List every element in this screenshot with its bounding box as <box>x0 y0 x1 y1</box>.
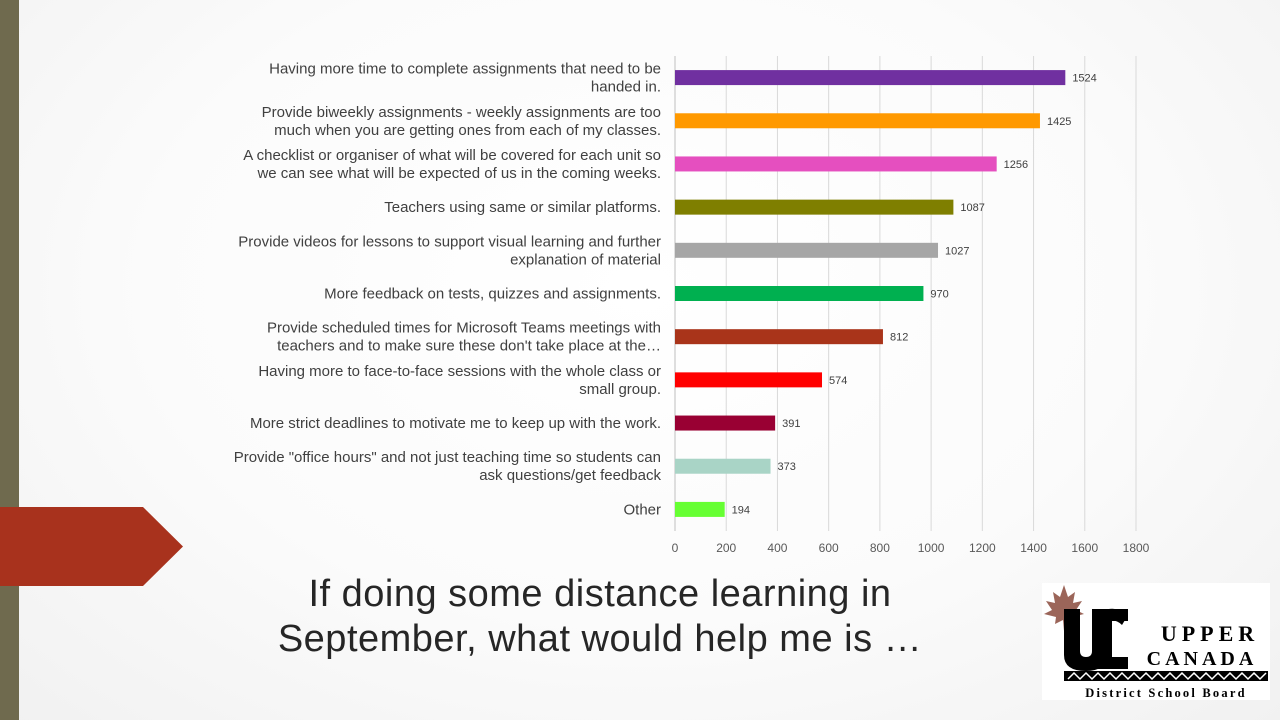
data-label: 574 <box>829 375 847 387</box>
x-tick-label: 400 <box>767 541 787 555</box>
x-tick-label: 600 <box>819 541 839 555</box>
bar <box>675 458 771 474</box>
district-logo: UPPER CANADA District School Board <box>1042 583 1270 700</box>
slide-title-line-1: If doing some distance learning in <box>308 573 892 615</box>
logo-text-upper: UPPER <box>1161 621 1259 646</box>
category-label: Having more time to complete assignments… <box>269 61 661 96</box>
slide-title-line-2: September, what would help me is … <box>277 618 923 660</box>
bar <box>675 199 954 215</box>
logo-pattern-band <box>1064 671 1268 681</box>
x-tick-label: 1000 <box>918 541 945 555</box>
bars <box>675 70 1066 517</box>
category-label: Teachers using same or similar platforms… <box>384 199 661 216</box>
category-labels: Having more time to complete assignments… <box>234 61 662 519</box>
logo-text-canada: CANADA <box>1147 648 1258 670</box>
data-label: 373 <box>778 461 796 473</box>
data-label: 1524 <box>1072 73 1096 85</box>
category-label: Provide scheduled times for Microsoft Te… <box>267 320 661 355</box>
x-tick-label: 1800 <box>1123 541 1150 555</box>
category-label: Having more to face-to-face sessions wit… <box>258 363 661 398</box>
uc-monogram-icon <box>1064 608 1128 671</box>
bar <box>675 286 924 301</box>
bar <box>675 415 776 431</box>
x-tick-label: 0 <box>672 541 679 555</box>
x-tick-label: 200 <box>716 541 736 555</box>
bar <box>675 372 823 388</box>
data-label: 391 <box>782 418 800 430</box>
bar <box>675 242 939 258</box>
bar-chart: Having more time to complete assignments… <box>234 56 1150 555</box>
value-labels: 1524 1425 1256 1087 1027 970 812 574 391 373 194 <box>732 73 1097 517</box>
chevron-arrow-decoration <box>0 507 183 586</box>
slide-title: If doing some distance learning in Septe… <box>240 572 960 662</box>
category-label: More strict deadlines to motivate me to … <box>250 415 661 432</box>
x-tick-label: 1400 <box>1020 541 1047 555</box>
category-label: A checklist or organiser of what will be… <box>243 147 661 182</box>
bar <box>675 113 1040 129</box>
data-label: 1087 <box>960 202 984 214</box>
x-axis-ticks: 0 200 400 600 800 1000 1200 1400 1600 1800 <box>672 541 1150 555</box>
category-label: Provide biweekly assignments - weekly as… <box>262 104 661 139</box>
bar <box>675 501 725 517</box>
bar <box>675 156 997 172</box>
data-label: 1027 <box>945 245 969 257</box>
category-label: More feedback on tests, quizzes and assi… <box>324 286 661 303</box>
bar <box>675 70 1066 86</box>
data-label: 1425 <box>1047 116 1071 128</box>
category-label: Provide videos for lessons to support vi… <box>238 233 661 268</box>
data-label: 194 <box>732 504 750 516</box>
x-tick-label: 1600 <box>1071 541 1098 555</box>
x-tick-label: 1200 <box>969 541 996 555</box>
logo-text-district: District School Board <box>1085 686 1246 700</box>
data-label: 1256 <box>1004 159 1028 171</box>
category-label: Other <box>623 501 661 518</box>
bar <box>675 329 883 345</box>
x-tick-label: 800 <box>870 541 890 555</box>
category-label: Provide "office hours" and not just teac… <box>234 449 662 484</box>
data-label: 812 <box>890 332 908 344</box>
maple-leaf-icon <box>1044 585 1084 631</box>
data-label: 970 <box>930 289 948 301</box>
